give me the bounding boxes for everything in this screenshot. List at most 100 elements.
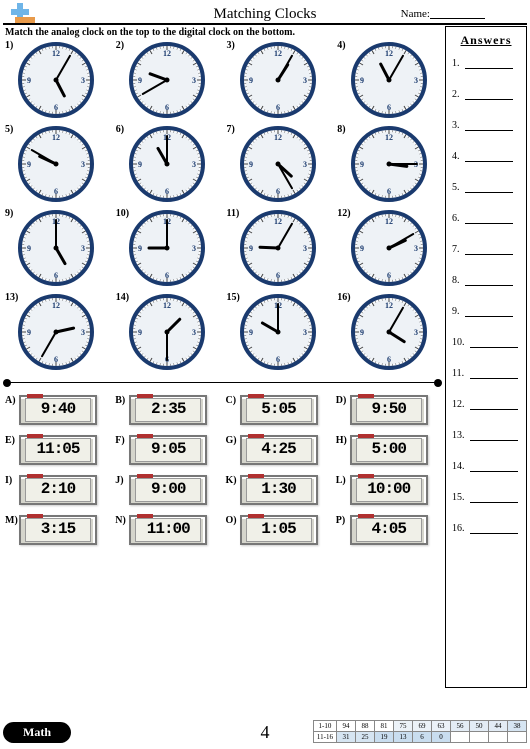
answer-row: 12.	[452, 399, 520, 410]
math-badge: Math	[3, 722, 71, 743]
digital-clock: 10:00	[350, 475, 428, 505]
answer-blank	[465, 316, 513, 317]
digital-label: K)	[226, 475, 240, 486]
digital-clock: 11:00	[129, 515, 207, 545]
clock-label: 10)	[116, 208, 129, 219]
svg-text:12: 12	[52, 301, 60, 310]
answer-row: 9.	[452, 306, 520, 317]
digital-time: 2:10	[25, 478, 91, 502]
digital-clock: 2:10	[19, 475, 97, 505]
svg-text:12: 12	[163, 49, 171, 58]
answer-row: 15.	[452, 492, 520, 503]
digital-item: B)2:35	[115, 395, 219, 425]
answer-row: 16.	[452, 523, 520, 534]
digital-time: 1:05	[246, 518, 312, 542]
answer-blank	[465, 192, 513, 193]
svg-text:9: 9	[360, 244, 364, 253]
svg-text:6: 6	[165, 187, 169, 196]
digital-item: H)5:00	[336, 435, 440, 465]
answer-row: 8.	[452, 275, 520, 286]
clock-label: 4)	[337, 40, 345, 51]
digital-clock: 1:30	[240, 475, 318, 505]
digital-clock: 11:05	[19, 435, 97, 465]
clock-item: 12) 36912	[337, 208, 440, 286]
svg-text:6: 6	[54, 187, 58, 196]
worksheet-page: Matching Clocks Name: Match the analog c…	[0, 0, 530, 749]
answers-list: 1. 2. 3. 4. 5. 6. 7. 8. 9. 10. 11. 12. 1…	[446, 58, 526, 534]
digital-label: M)	[5, 515, 19, 526]
digital-item: E)11:05	[5, 435, 109, 465]
clock-label: 5)	[5, 124, 13, 135]
score-cell: 75	[394, 721, 413, 732]
answer-blank	[470, 533, 518, 534]
digital-time: 10:00	[356, 478, 422, 502]
clock-label: 14)	[116, 292, 129, 303]
digital-clock: 4:05	[350, 515, 428, 545]
svg-text:3: 3	[414, 328, 418, 337]
analog-clock: 36912	[240, 42, 316, 118]
score-cell	[470, 732, 489, 743]
answer-row: 14.	[452, 461, 520, 472]
clock-item: 2) 36912	[116, 40, 219, 118]
svg-text:6: 6	[276, 187, 280, 196]
digital-clock: 9:50	[350, 395, 428, 425]
digital-clock: 9:00	[129, 475, 207, 505]
svg-text:6: 6	[387, 271, 391, 280]
score-cell: 88	[356, 721, 375, 732]
clock-item: 1) 36912	[5, 40, 108, 118]
digital-clock: 9:05	[129, 435, 207, 465]
answer-blank	[470, 378, 518, 379]
svg-text:9: 9	[249, 160, 253, 169]
digital-label: O)	[226, 515, 240, 526]
analog-clock: 36912	[240, 294, 316, 370]
answer-row: 13.	[452, 430, 520, 441]
svg-text:12: 12	[274, 133, 282, 142]
digital-item: C) 5:05	[226, 395, 330, 425]
score-cell: 13	[394, 732, 413, 743]
analog-clock: 36912	[351, 210, 427, 286]
digital-clock: 2:35	[129, 395, 207, 425]
score-cell	[508, 732, 527, 743]
score-cell: 50	[470, 721, 489, 732]
clock-label: 8)	[337, 124, 345, 135]
svg-text:12: 12	[52, 133, 60, 142]
svg-text:3: 3	[192, 244, 196, 253]
clock-label: 15)	[227, 292, 240, 303]
answer-row: 4.	[452, 151, 520, 162]
main-content: 1) 36912 2) 36912 3) 36912 4) 36912 5) 3…	[5, 40, 440, 545]
svg-text:12: 12	[274, 49, 282, 58]
digital-time: 5:00	[356, 438, 422, 462]
svg-text:9: 9	[138, 76, 142, 85]
digital-item: G)4:25	[226, 435, 330, 465]
svg-text:6: 6	[387, 103, 391, 112]
answer-blank	[465, 285, 513, 286]
answer-blank	[465, 130, 513, 131]
answer-row: 10.	[452, 337, 520, 348]
digital-clock: 3:15	[19, 515, 97, 545]
score-cell: 19	[375, 732, 394, 743]
svg-text:6: 6	[54, 355, 58, 364]
digital-item: A)9:40	[5, 395, 109, 425]
digital-label: C)	[226, 395, 240, 406]
svg-text:12: 12	[385, 301, 393, 310]
clock-label: 3)	[227, 40, 235, 51]
digital-time: 5:05	[246, 398, 312, 422]
answer-row: 7.	[452, 244, 520, 255]
svg-text:9: 9	[27, 328, 31, 337]
svg-text:9: 9	[138, 328, 142, 337]
svg-text:3: 3	[192, 328, 196, 337]
svg-text:12: 12	[385, 49, 393, 58]
digital-item: P)4:05	[336, 515, 440, 545]
score-cell: 44	[489, 721, 508, 732]
svg-text:9: 9	[360, 160, 364, 169]
answer-blank	[470, 502, 518, 503]
svg-text:3: 3	[414, 76, 418, 85]
digital-item: K)1:30	[226, 475, 330, 505]
clock-label: 12)	[337, 208, 350, 219]
clock-item: 15) 36912	[227, 292, 330, 370]
clock-item: 5) 36912	[5, 124, 108, 202]
clock-item: 4) 36912	[337, 40, 440, 118]
score-cell: 25	[356, 732, 375, 743]
digital-label: F)	[115, 435, 129, 446]
answers-title: Answers	[446, 33, 526, 48]
